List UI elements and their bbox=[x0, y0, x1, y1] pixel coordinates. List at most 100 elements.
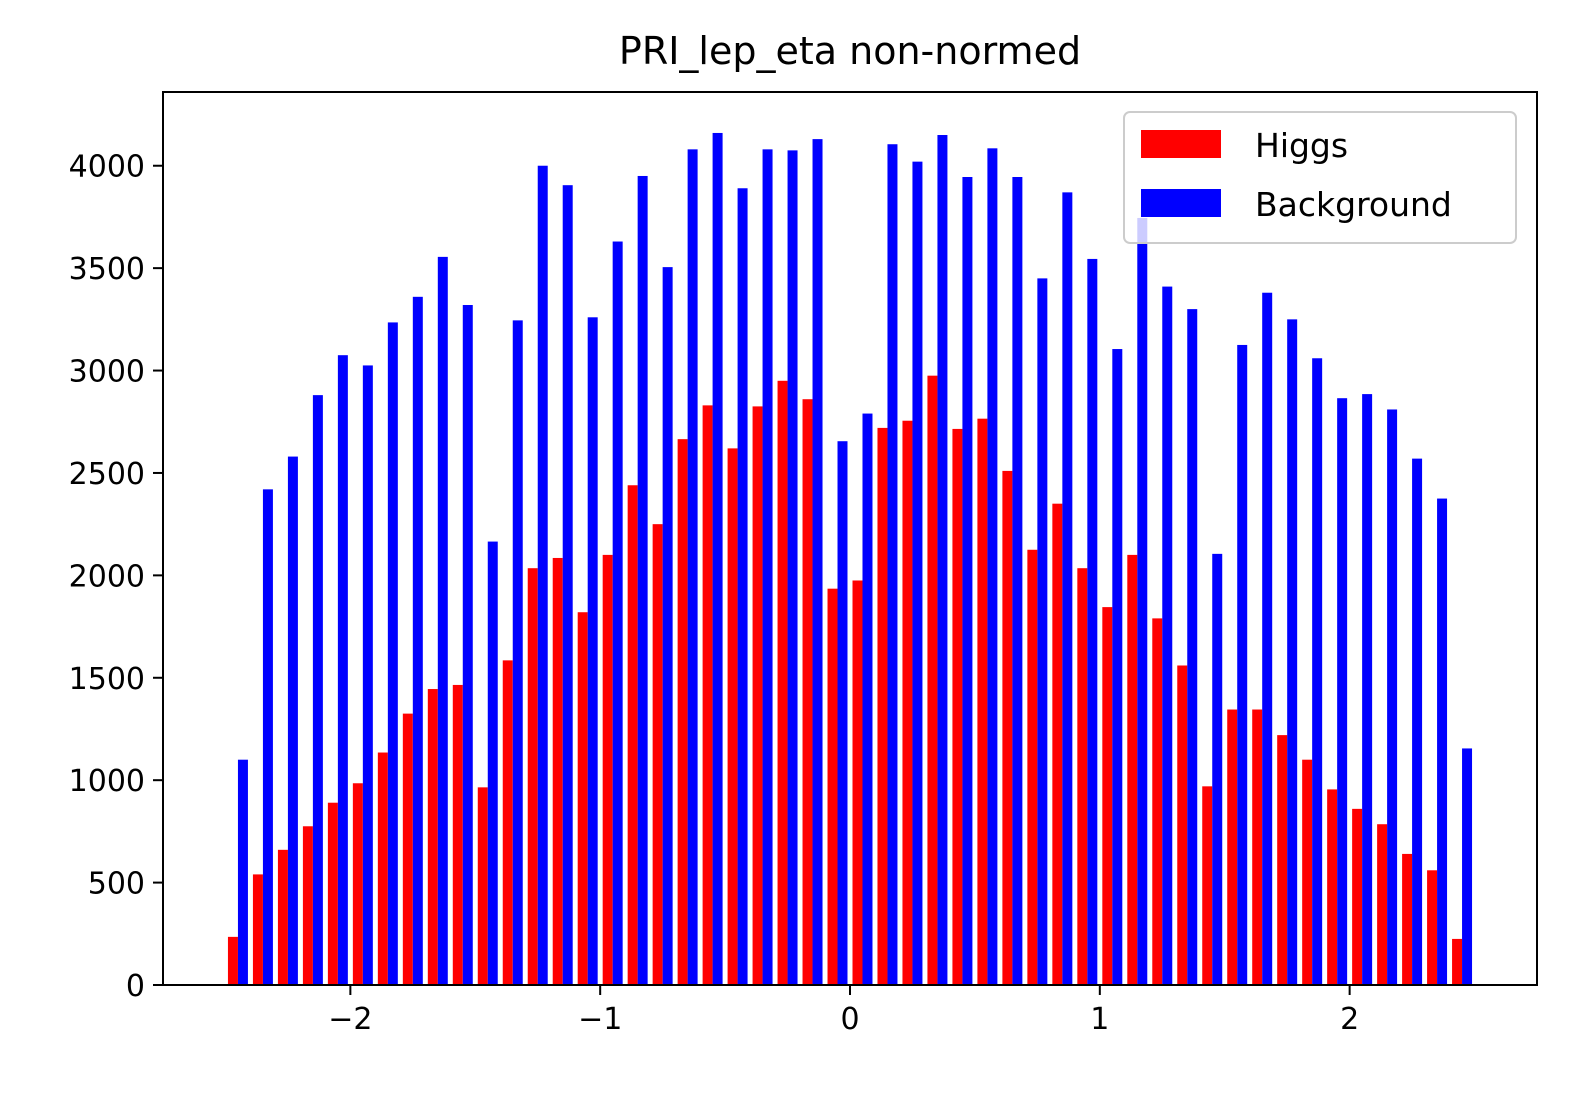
bar-background-40 bbox=[1237, 344, 1248, 985]
bar-background-24 bbox=[837, 441, 848, 986]
bar-higgs-3 bbox=[302, 826, 313, 985]
bar-background-17 bbox=[662, 267, 673, 985]
chart-title: PRI_lep_eta non-normed bbox=[619, 29, 1081, 73]
bar-background-49 bbox=[1462, 748, 1473, 985]
y-tick-label: 1500 bbox=[69, 662, 145, 697]
bar-background-26 bbox=[887, 144, 898, 986]
bar-background-33 bbox=[1062, 192, 1073, 986]
bar-background-23 bbox=[812, 139, 823, 986]
bar-higgs-44 bbox=[1327, 789, 1338, 985]
bar-background-46 bbox=[1387, 409, 1398, 986]
bar-higgs-13 bbox=[552, 557, 563, 985]
bar-higgs-20 bbox=[727, 448, 738, 985]
bar-background-21 bbox=[762, 149, 773, 986]
bar-higgs-40 bbox=[1227, 709, 1238, 985]
y-tick-label: 2500 bbox=[69, 457, 145, 492]
bar-background-35 bbox=[1112, 349, 1123, 985]
bar-background-34 bbox=[1087, 258, 1098, 985]
bar-higgs-32 bbox=[1027, 549, 1038, 985]
bar-background-7 bbox=[412, 296, 423, 985]
bar-higgs-35 bbox=[1102, 607, 1113, 985]
bar-background-44 bbox=[1337, 398, 1348, 985]
bar-background-41 bbox=[1262, 292, 1273, 986]
bar-higgs-16 bbox=[627, 485, 638, 985]
y-tick-label: 3500 bbox=[69, 252, 145, 287]
bar-higgs-46 bbox=[1377, 824, 1388, 985]
bar-background-9 bbox=[462, 305, 473, 985]
bar-higgs-1 bbox=[252, 874, 263, 985]
bar-higgs-24 bbox=[827, 588, 838, 985]
bar-higgs-9 bbox=[452, 684, 463, 985]
bar-background-14 bbox=[587, 317, 598, 985]
x-tick-label: −1 bbox=[578, 1002, 622, 1037]
y-tick-label: 3000 bbox=[69, 355, 145, 390]
bar-higgs-37 bbox=[1152, 618, 1163, 985]
bar-higgs-39 bbox=[1202, 786, 1213, 985]
bar-background-39 bbox=[1212, 553, 1223, 985]
bar-background-4 bbox=[337, 355, 348, 985]
x-tick-label: 1 bbox=[1090, 1002, 1109, 1037]
bar-higgs-42 bbox=[1277, 735, 1288, 985]
legend: Higgs Background bbox=[1123, 111, 1517, 244]
bar-background-1 bbox=[262, 489, 273, 985]
bar-background-11 bbox=[512, 320, 523, 985]
bar-higgs-29 bbox=[952, 428, 963, 985]
y-tick-label: 0 bbox=[126, 969, 145, 1004]
bar-higgs-8 bbox=[427, 689, 438, 985]
legend-swatch-background bbox=[1141, 189, 1221, 217]
bar-higgs-10 bbox=[477, 787, 488, 985]
bar-higgs-38 bbox=[1177, 665, 1188, 985]
bar-higgs-21 bbox=[752, 406, 763, 985]
bar-background-0 bbox=[237, 759, 248, 985]
x-tick-label: −2 bbox=[328, 1002, 372, 1037]
bar-background-6 bbox=[387, 322, 398, 985]
bar-higgs-19 bbox=[702, 405, 713, 985]
bar-background-30 bbox=[987, 148, 998, 985]
y-tick-label: 2000 bbox=[69, 559, 145, 594]
bar-higgs-33 bbox=[1052, 503, 1063, 985]
bar-higgs-18 bbox=[677, 439, 688, 985]
x-tick-label: 0 bbox=[840, 1002, 859, 1037]
x-axis: −2 −1 0 1 2 bbox=[328, 985, 1359, 1037]
bar-background-42 bbox=[1287, 319, 1298, 986]
bar-higgs-7 bbox=[402, 713, 413, 985]
bar-higgs-6 bbox=[377, 752, 388, 985]
legend-label-higgs: Higgs bbox=[1255, 126, 1348, 165]
bar-background-27 bbox=[912, 161, 923, 985]
bar-higgs-26 bbox=[877, 427, 888, 985]
bar-higgs-4 bbox=[327, 802, 338, 985]
bar-background-2 bbox=[287, 456, 298, 985]
bar-higgs-5 bbox=[352, 783, 363, 985]
bar-background-36 bbox=[1137, 217, 1148, 985]
bar-higgs-45 bbox=[1352, 808, 1363, 985]
bar-background-15 bbox=[612, 241, 623, 985]
bar-background-10 bbox=[487, 541, 498, 985]
bar-higgs-12 bbox=[527, 568, 538, 985]
bar-background-29 bbox=[962, 177, 973, 985]
plot-area-frame bbox=[162, 91, 1538, 986]
bar-higgs-47 bbox=[1402, 853, 1413, 985]
bar-background-37 bbox=[1162, 286, 1173, 986]
bar-higgs-25 bbox=[852, 580, 863, 985]
bar-background-32 bbox=[1037, 278, 1048, 985]
bar-background-45 bbox=[1362, 394, 1373, 986]
bar-higgs-2 bbox=[277, 849, 288, 985]
bar-higgs-22 bbox=[777, 380, 788, 985]
bar-higgs-31 bbox=[1002, 470, 1013, 985]
bar-higgs-15 bbox=[602, 554, 613, 985]
bar-higgs-17 bbox=[652, 524, 663, 985]
bar-background-22 bbox=[787, 150, 798, 985]
bar-background-20 bbox=[737, 188, 748, 985]
bar-background-38 bbox=[1187, 309, 1198, 985]
bar-background-28 bbox=[937, 135, 948, 985]
bar-higgs-36 bbox=[1127, 554, 1138, 985]
bar-background-43 bbox=[1312, 358, 1323, 985]
bar-higgs-41 bbox=[1252, 709, 1263, 985]
bar-higgs-34 bbox=[1077, 568, 1088, 985]
bar-background-5 bbox=[362, 365, 373, 985]
bar-background-3 bbox=[312, 395, 323, 985]
bar-higgs-49 bbox=[1452, 938, 1463, 985]
bar-higgs-14 bbox=[577, 612, 588, 985]
bar-higgs-43 bbox=[1302, 759, 1313, 985]
